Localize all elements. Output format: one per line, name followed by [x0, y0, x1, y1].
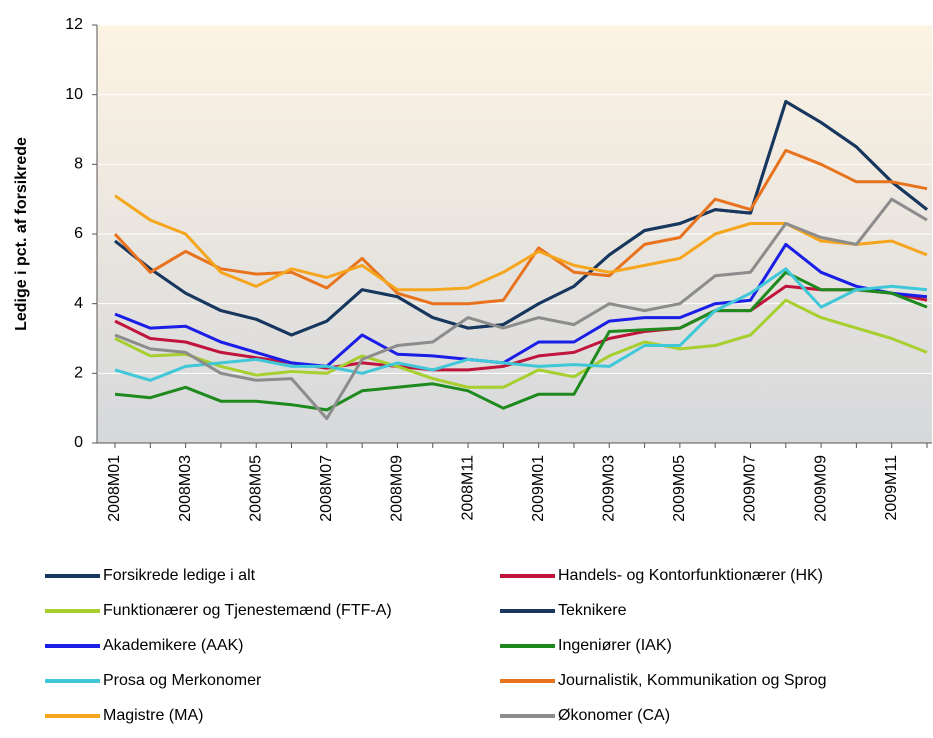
legend-label: Økonomer (CA) — [558, 707, 670, 724]
x-tick-label: 2008M05 — [247, 455, 264, 522]
y-axis-label: Ledige i pct. af forsikrede — [13, 137, 30, 331]
x-tick-label: 2008M11 — [459, 455, 476, 521]
series-line — [114, 298, 928, 389]
series-line — [114, 242, 928, 368]
x-tick-label: 2009M11 — [883, 455, 900, 521]
legend-label: Prosa og Merkonomer — [103, 672, 262, 689]
legend-label: Teknikere — [558, 602, 627, 619]
x-tick-label: 2008M07 — [318, 455, 335, 522]
y-tick-label: 12 — [65, 16, 83, 33]
x-tick-label: 2008M03 — [177, 455, 194, 522]
y-tick-label: 8 — [74, 156, 83, 173]
x-tick-label: 2009M07 — [742, 455, 759, 522]
legend-label: Ingeniører (IAK) — [558, 637, 672, 654]
series-line — [114, 284, 928, 372]
y-tick-label: 0 — [74, 434, 83, 451]
x-tick-label: 2009M01 — [530, 455, 547, 522]
x-tick-label: 2009M05 — [671, 455, 688, 522]
legend-label: Akademikere (AAK) — [103, 637, 244, 654]
x-tick-label: 2009M03 — [600, 455, 617, 522]
x-tick-label: 2009M09 — [812, 455, 829, 522]
legend-label: Journalistik, Kommunikation og Sprog — [558, 672, 827, 689]
series-line — [114, 267, 928, 382]
y-tick-label: 10 — [65, 86, 83, 103]
series-line — [114, 197, 928, 421]
series-line — [114, 100, 928, 337]
x-tick-label: 2008M09 — [389, 455, 406, 522]
legend-label: Magistre (MA) — [103, 707, 203, 724]
legend-label: Forsikrede ledige i alt — [103, 567, 256, 584]
legend-label: Funktionærer og Tjenestemænd (FTF-A) — [103, 602, 392, 619]
y-tick-label: 6 — [74, 225, 83, 242]
series-line — [113, 148, 928, 306]
y-tick-label: 4 — [74, 295, 83, 312]
legend-label: Handels- og Kontorfunktionærer (HK) — [558, 567, 823, 584]
x-tick-label: 2008M01 — [106, 455, 123, 522]
y-tick-label: 2 — [74, 365, 83, 382]
